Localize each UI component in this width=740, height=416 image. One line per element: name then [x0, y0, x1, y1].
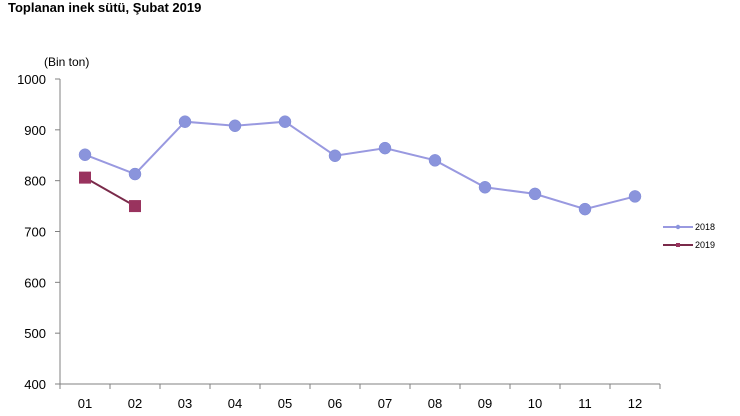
- x-tick-label: 05: [278, 396, 292, 411]
- data-point-2018: [528, 187, 542, 201]
- data-point-2018: [578, 202, 592, 216]
- y-tick-label: 700: [24, 225, 46, 240]
- data-point-2018: [178, 115, 192, 128]
- data-point-2019: [129, 200, 141, 213]
- data-point-2018: [378, 141, 392, 155]
- legend-item-2018: 2018: [663, 222, 715, 232]
- series-2018: [78, 115, 642, 216]
- axes: [55, 78, 661, 389]
- data-point-2018: [478, 181, 492, 194]
- data-point-2018: [228, 119, 242, 133]
- y-tick-label: 500: [24, 326, 46, 341]
- series-line-2019: [84, 176, 136, 207]
- y-tick-label: 800: [24, 174, 46, 189]
- series-layer: [78, 115, 642, 216]
- x-tick-label: 11: [578, 396, 592, 411]
- x-tick-label: 06: [328, 396, 342, 411]
- chart-title: Toplanan inek sütü, Şubat 2019: [8, 0, 201, 15]
- y-tick-label: 400: [24, 377, 46, 392]
- x-tick-label: 07: [378, 396, 392, 411]
- x-tick-label: 01: [78, 396, 92, 411]
- x-tick-label: 10: [528, 396, 542, 411]
- data-point-2018: [428, 154, 442, 167]
- data-point-2019: [79, 171, 91, 184]
- x-tick-label: 04: [228, 396, 242, 411]
- x-tick-label: 12: [628, 396, 642, 411]
- data-point-2018: [278, 115, 292, 128]
- series-line-2018: [84, 120, 636, 211]
- data-point-2018: [78, 148, 92, 161]
- data-point-2018: [128, 167, 142, 181]
- x-tick-label: 09: [478, 396, 492, 411]
- x-tick-label: 02: [128, 396, 142, 411]
- legend-item-2019: 2019: [663, 240, 715, 250]
- series-2019: [79, 171, 141, 213]
- y-tick-label: 1000: [17, 72, 46, 87]
- y-tick-label: 900: [24, 123, 46, 138]
- tick-labels: 400 500 600 700 800 900 1000 01 02 03 04 05 06 07 08 09…: [17, 72, 642, 411]
- legend-label: 2018: [695, 222, 715, 232]
- data-point-2018: [328, 149, 342, 163]
- x-tick-label: 08: [428, 396, 442, 411]
- x-tick-label: 03: [178, 396, 192, 411]
- legend-marker: [675, 224, 681, 230]
- legend-label: 2019: [695, 240, 715, 250]
- data-point-2018: [628, 190, 642, 203]
- y-axis-unit-label: (Bin ton): [44, 55, 89, 69]
- y-tick-label: 600: [24, 275, 46, 290]
- legend-marker: [676, 243, 680, 247]
- legend: 2018 2019: [663, 222, 715, 250]
